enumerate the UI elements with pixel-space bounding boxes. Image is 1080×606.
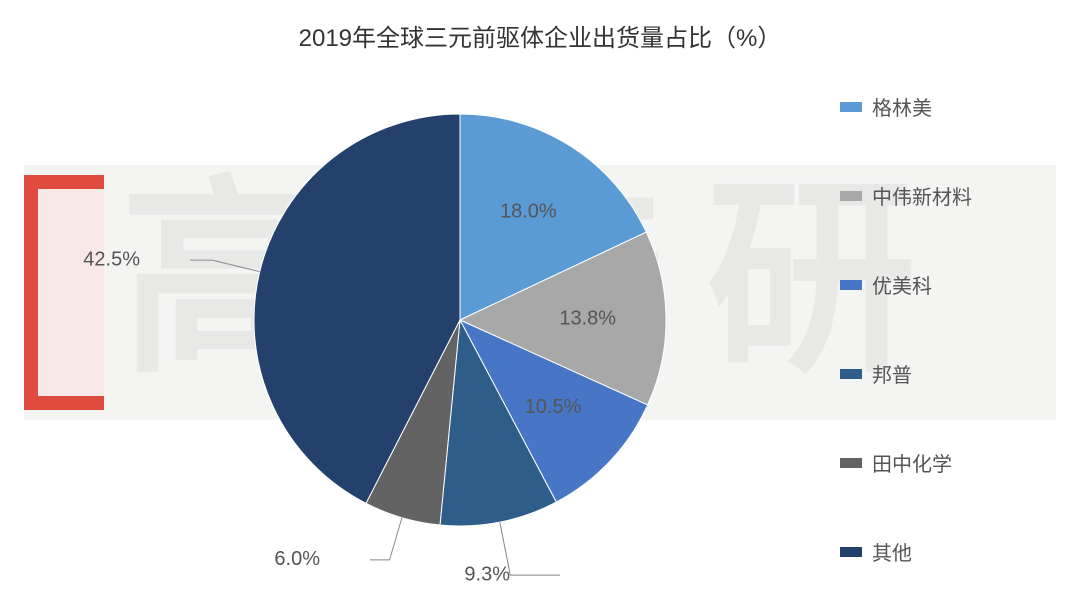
legend-item: 中伟新材料 [840, 181, 1040, 210]
slice-label: 18.0% [500, 200, 557, 222]
legend-item: 格林美 [840, 92, 1040, 121]
legend-swatch [840, 102, 862, 112]
slice-label: 13.8% [559, 307, 616, 329]
legend-swatch [840, 191, 862, 201]
legend-label: 中伟新材料 [872, 181, 972, 210]
legend-swatch [840, 280, 862, 290]
leader-line [370, 518, 402, 560]
legend-label: 田中化学 [872, 448, 952, 477]
leader-line [190, 260, 260, 272]
legend-label: 其他 [872, 537, 912, 566]
slice-label: 6.0% [274, 548, 320, 570]
legend-swatch [840, 458, 862, 468]
slice-label: 42.5% [83, 248, 140, 270]
legend-item: 优美科 [840, 270, 1040, 299]
legend-label: 优美科 [872, 270, 932, 299]
chart-container: 高 产研 2019年全球三元前驱体企业出货量占比（%） 18.0%13.8%10… [0, 0, 1080, 606]
legend-item: 田中化学 [840, 448, 1040, 477]
legend-swatch [840, 369, 862, 379]
legend-label: 格林美 [872, 92, 932, 121]
legend-label: 邦普 [872, 359, 912, 388]
legend-item: 邦普 [840, 359, 1040, 388]
legend: 格林美中伟新材料优美科邦普田中化学其他 [840, 92, 1040, 606]
legend-swatch [840, 547, 862, 557]
slice-label: 10.5% [525, 396, 582, 418]
legend-item: 其他 [840, 537, 1040, 566]
slice-label: 9.3% [464, 563, 510, 585]
